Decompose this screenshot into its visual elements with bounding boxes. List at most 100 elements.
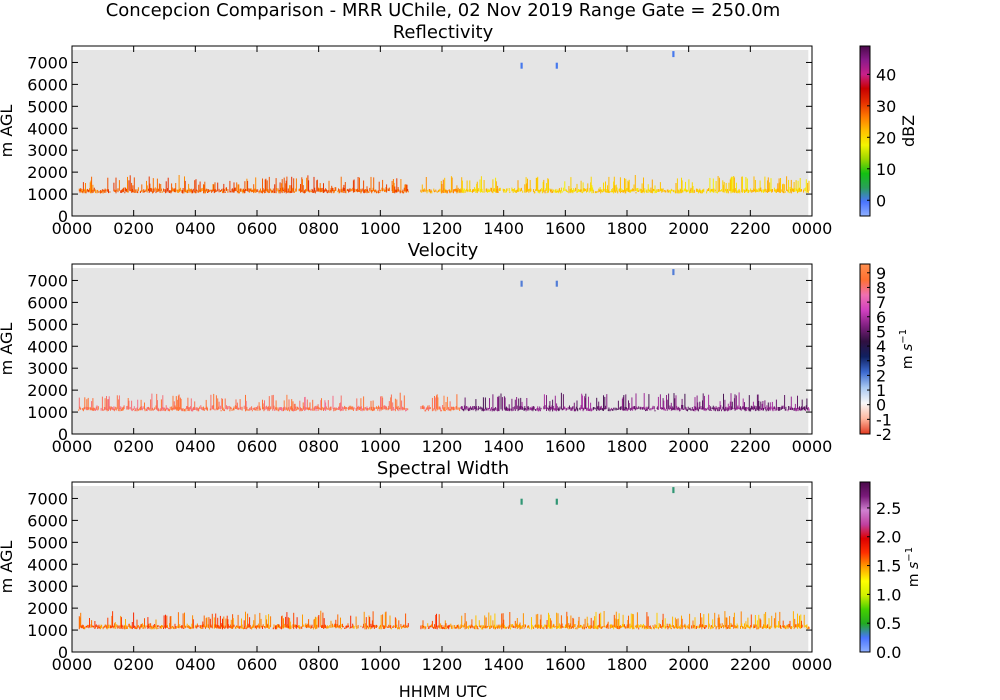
spectral-width-echo-column: [330, 620, 332, 628]
velocity-echo-column: [279, 407, 281, 411]
reflectivity-echo-column: [287, 188, 289, 192]
spectral-width-echo-column: [662, 613, 664, 627]
reflectivity-echo-column: [780, 178, 781, 193]
reflectivity-echo-column: [118, 180, 120, 191]
velocity-echo-column: [493, 409, 495, 411]
spectral-width-echo-column: [590, 617, 592, 629]
velocity-echo-column: [334, 408, 336, 411]
spectral-width-echo-column: [451, 625, 453, 630]
velocity-echo-column: [276, 407, 278, 411]
reflectivity-echo-column: [723, 181, 725, 193]
spectral-width-x-tick-label: 1400: [483, 655, 524, 674]
velocity-echo-column: [79, 406, 81, 410]
reflectivity-echo-column: [378, 181, 380, 191]
velocity-echo-column: [724, 399, 726, 412]
spectral-width-echo-column: [523, 627, 525, 629]
reflectivity-echo-column: [557, 189, 559, 193]
reflectivity-echo-column: [483, 180, 485, 193]
velocity-echo-column: [427, 405, 429, 410]
reflectivity-echo-column: [217, 182, 219, 192]
velocity-x-tick-label: 0800: [298, 437, 339, 456]
velocity-echo-column: [633, 406, 635, 410]
velocity-echo-column: [230, 406, 232, 410]
spectral-width-echo-column: [238, 626, 240, 629]
spectral-width-echo-column: [430, 625, 432, 627]
velocity-echo-column: [736, 406, 738, 410]
spectral-width-echo-column: [235, 626, 237, 629]
reflectivity-echo-column: [435, 189, 437, 192]
spectral-width-echo-column: [422, 620, 424, 629]
reflectivity-echo-column: [703, 188, 705, 193]
velocity-echo-column: [635, 393, 637, 410]
spectral-width-echo-column: [109, 624, 111, 629]
reflectivity-y-tick-label: 1000: [27, 185, 68, 204]
reflectivity-echo-column: [391, 180, 393, 192]
spectral-width-echo-column: [718, 617, 720, 630]
velocity-echo-column: [367, 408, 369, 411]
spectral-width-echo-column: [129, 623, 130, 628]
reflectivity-echo-column: [343, 184, 345, 193]
velocity-echo-column: [520, 406, 522, 410]
reflectivity-echo-column: [85, 191, 87, 194]
velocity-echo-column: [752, 401, 754, 411]
spectral-width-echo-column: [162, 625, 164, 628]
velocity-echo-column: [233, 406, 235, 411]
reflectivity-echo-column: [657, 189, 659, 192]
velocity-echo-column: [362, 408, 364, 410]
reflectivity-echo-column: [122, 188, 124, 192]
reflectivity-echo-column: [398, 189, 400, 192]
spectral-width-echo-column: [407, 626, 409, 629]
velocity-echo-column: [105, 407, 107, 411]
reflectivity-echo-column: [480, 176, 482, 192]
velocity-echo-column: [103, 407, 105, 411]
spectral-width-echo-column: [617, 618, 619, 630]
spectral-width-echo-column: [306, 624, 308, 628]
velocity-echo-column: [269, 408, 271, 410]
velocity-echo-column: [558, 408, 560, 411]
spectral-width-echo-column: [313, 619, 315, 628]
velocity-echo-column: [390, 394, 392, 411]
spectral-width-echo-column: [560, 615, 562, 629]
velocity-echo-column: [773, 406, 775, 410]
reflectivity-echo-column: [188, 188, 190, 192]
spectral-width-echo-column: [649, 626, 651, 628]
spectral-width-echo-column: [384, 612, 386, 629]
reflectivity-echo-column: [805, 187, 807, 192]
reflectivity-echo-column: [120, 190, 122, 193]
reflectivity-echo-column: [85, 183, 86, 194]
velocity-echo-column: [317, 404, 319, 411]
spectral-width-echo-column: [453, 625, 455, 629]
reflectivity-echo-column: [192, 188, 194, 192]
reflectivity-echo-column: [444, 177, 446, 193]
reflectivity-y-tick-label: 6000: [27, 75, 68, 94]
reflectivity-echo-column: [260, 188, 261, 192]
velocity-echo-column: [717, 409, 719, 412]
reflectivity-echo-column: [448, 189, 450, 193]
velocity-echo-column: [133, 406, 135, 410]
velocity-echo-column: [149, 408, 151, 411]
reflectivity-echo-column: [101, 189, 103, 192]
velocity-echo-column: [399, 407, 400, 410]
spectral-width-echo-column: [143, 624, 145, 629]
spectral-width-echo-column: [232, 614, 234, 629]
reflectivity-echo-column: [438, 189, 440, 191]
velocity-echo-column: [159, 409, 161, 411]
reflectivity-echo-column: [289, 190, 291, 194]
velocity-echo-column: [314, 406, 316, 411]
spectral-width-echo-column: [512, 625, 514, 628]
reflectivity-echo-column: [632, 188, 634, 192]
velocity-echo-column: [161, 406, 163, 409]
reflectivity-echo-column: [464, 190, 466, 193]
reflectivity-echo-column: [664, 190, 666, 193]
reflectivity-echo-column: [558, 188, 560, 192]
spectral-width-y-tick-label: 7000: [27, 489, 68, 508]
reflectivity-echo-column: [603, 188, 605, 192]
reflectivity-echo-column: [280, 188, 282, 192]
velocity-echo-column: [323, 407, 325, 410]
spectral-width-echo-column: [181, 625, 183, 629]
reflectivity-echo-column: [301, 177, 303, 193]
reflectivity-y-tick-label: 3000: [27, 141, 68, 160]
reflectivity-echo-column: [430, 189, 432, 193]
velocity-echo-column: [290, 406, 292, 410]
